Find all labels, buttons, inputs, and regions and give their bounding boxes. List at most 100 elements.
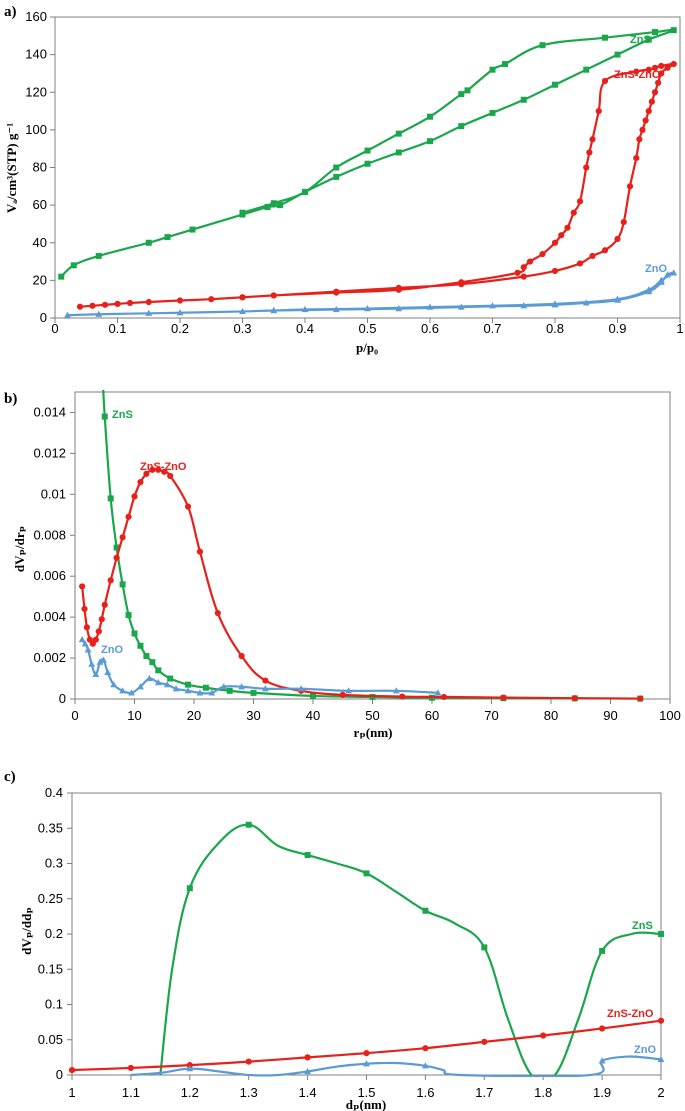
y-tick-label: 0.004 <box>33 609 66 624</box>
data-point <box>208 689 216 696</box>
data-point <box>245 821 252 828</box>
data-point <box>239 294 246 301</box>
y-tick-label: 60 <box>33 197 47 212</box>
data-point <box>264 204 271 211</box>
data-point <box>270 200 277 207</box>
data-point <box>78 636 86 643</box>
y-tick-label: 0.4 <box>45 785 63 800</box>
data-point <box>145 674 153 682</box>
data-point <box>332 305 340 313</box>
data-point <box>551 300 559 307</box>
x-tick-label: 0.2 <box>171 321 189 336</box>
data-point <box>614 295 621 302</box>
series-label-zno: ZnO <box>634 1044 656 1056</box>
data-point <box>145 309 153 316</box>
data-point <box>107 495 114 502</box>
data-point <box>176 297 184 304</box>
x-axis-label: p/p₀ <box>356 340 378 355</box>
data-point <box>76 303 84 310</box>
x-tick-label: 1 <box>68 1085 75 1100</box>
x-tick-label: 60 <box>425 708 439 723</box>
data-point <box>645 66 652 73</box>
panel-label: b) <box>4 391 17 407</box>
x-tick-label: 70 <box>484 708 498 723</box>
data-point <box>426 303 434 310</box>
data-point <box>422 907 429 914</box>
x-tick-label: 80 <box>544 708 558 723</box>
data-point <box>670 27 677 34</box>
data-point <box>145 298 152 306</box>
x-tick-label: 30 <box>246 708 260 723</box>
data-point <box>214 609 221 617</box>
data-point <box>154 679 162 686</box>
x-tick-label: 40 <box>306 708 320 723</box>
y-tick-label: 0 <box>56 1067 63 1082</box>
data-point <box>126 299 134 307</box>
data-point <box>304 852 311 859</box>
y-axis-label: Vₐ/cm³(STP) g⁻¹ <box>4 123 19 213</box>
data-point <box>551 267 559 275</box>
data-point <box>163 681 171 688</box>
data-point <box>599 947 606 954</box>
data-point <box>202 684 209 691</box>
data-point <box>481 1038 488 1045</box>
data-point <box>434 689 442 696</box>
data-point <box>119 534 126 541</box>
data-point <box>363 1060 370 1067</box>
x-tick-label: 0.1 <box>108 321 126 336</box>
data-point <box>657 276 665 283</box>
data-point <box>302 188 308 195</box>
x-tick-label: 90 <box>603 708 617 723</box>
data-point <box>651 64 659 71</box>
data-point <box>131 493 138 500</box>
data-point <box>245 1058 252 1065</box>
data-point <box>137 642 144 649</box>
data-point <box>571 695 578 702</box>
data-point <box>664 64 671 71</box>
data-point <box>208 296 215 303</box>
data-point <box>113 544 120 551</box>
series-label-zns-zno: ZnS-ZnO <box>614 69 661 81</box>
data-point <box>395 130 402 137</box>
data-point <box>184 687 192 694</box>
data-point <box>339 691 346 699</box>
data-point <box>196 548 204 555</box>
y-tick-label: 0.1 <box>45 997 63 1012</box>
data-point <box>270 292 277 299</box>
y-axis-label: dVₚ/drₚ <box>12 526 27 572</box>
x-tick-label: 50 <box>365 708 379 723</box>
y-tick-label: 0.014 <box>33 404 66 419</box>
data-point <box>576 260 584 267</box>
data-point <box>645 286 653 293</box>
data-point <box>238 652 245 660</box>
data-point <box>143 470 150 477</box>
data-point <box>128 689 135 696</box>
data-point <box>551 239 559 246</box>
data-point <box>81 640 89 647</box>
data-point <box>422 1062 429 1069</box>
data-point <box>68 1066 76 1074</box>
data-point <box>582 299 590 306</box>
y-tick-label: 0.002 <box>33 650 66 665</box>
data-point <box>104 668 112 675</box>
series-line-zno <box>67 271 675 317</box>
data-point <box>458 123 465 130</box>
data-point <box>155 466 162 473</box>
data-point <box>526 258 534 265</box>
y-tick-label: 80 <box>33 160 47 175</box>
series-label-zno: ZnO <box>101 644 123 656</box>
series-line-zno <box>130 1055 662 1077</box>
data-point <box>96 658 104 665</box>
y-tick-label: 120 <box>25 84 47 99</box>
data-point <box>220 683 228 690</box>
series-label-zns: ZnS <box>112 409 133 421</box>
panel-label: a) <box>4 4 17 20</box>
data-point <box>502 61 508 68</box>
x-tick-label: 1.7 <box>475 1085 493 1100</box>
data-point <box>500 694 507 701</box>
data-point <box>576 198 584 205</box>
data-point <box>81 605 88 613</box>
data-point <box>583 164 590 171</box>
data-point <box>149 466 156 473</box>
x-tick-label: 1.5 <box>357 1085 375 1100</box>
